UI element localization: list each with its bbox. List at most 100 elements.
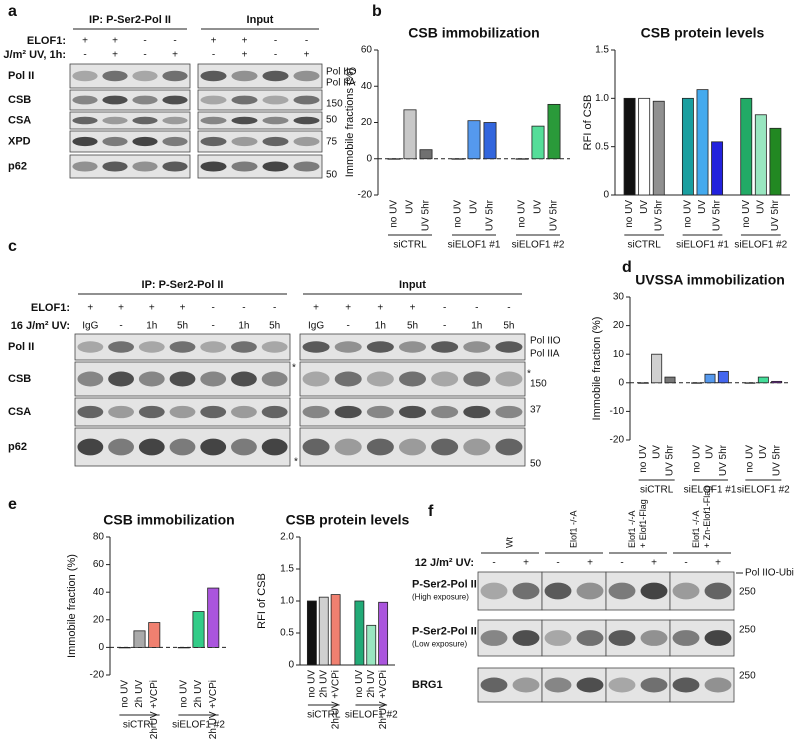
category-label: UV 5hr: [653, 199, 664, 231]
size-marker: 75: [326, 137, 338, 148]
blot-band: [431, 341, 459, 353]
y-tick-label: 0: [618, 377, 624, 388]
blot-band: [399, 438, 426, 456]
size-marker: Pol IIA: [326, 78, 356, 89]
bar: [623, 97, 636, 196]
size-marker: 50: [326, 115, 338, 126]
y-tick-label: -20: [358, 190, 373, 201]
category-label: no UV: [178, 680, 189, 708]
y-tick-label: 40: [93, 587, 105, 598]
blot-header: + Zn-Elof1-Flag: [702, 486, 712, 548]
size-marker: 37: [530, 405, 542, 416]
category-label: UV: [705, 445, 716, 459]
blot-band: [72, 116, 98, 125]
lane-condition: 5h: [407, 321, 418, 332]
blot-band: [231, 405, 257, 419]
bar: [366, 624, 377, 666]
bar: [403, 109, 417, 160]
y-tick-label: 60: [361, 45, 373, 56]
group-label: siCTRL: [640, 485, 674, 496]
blot-band: [704, 582, 732, 600]
blot-band: [293, 161, 320, 172]
bar: [378, 601, 389, 666]
blot-band: [302, 405, 330, 419]
row-label: BRG1: [412, 679, 443, 691]
blot-band: [132, 116, 158, 125]
category-label: UV: [639, 200, 650, 214]
category-label: 2h UV: [318, 670, 329, 698]
blot-strip: [197, 111, 323, 130]
y-tick-label: 0: [603, 190, 609, 201]
lane-condition: +: [180, 303, 186, 314]
panel-label: d: [622, 259, 632, 276]
blot-band: [132, 136, 158, 147]
blot-band: [334, 371, 362, 387]
blot-band: [162, 136, 188, 147]
blot-band: [262, 136, 289, 147]
blot-band: [544, 582, 572, 600]
blot-band: [512, 630, 540, 646]
bar: [515, 158, 529, 160]
group-label: siELOF1 #2: [734, 240, 787, 251]
row-label: CSA: [8, 114, 31, 126]
chart-title: UVSSA immobilization: [635, 272, 785, 288]
blot-strip: [299, 427, 526, 467]
blot-band: [672, 677, 700, 693]
bar: [118, 647, 131, 649]
blot-strip: [74, 397, 291, 427]
size-marker: 150: [530, 379, 547, 390]
bar: [691, 382, 703, 384]
bar: [387, 158, 401, 160]
bar: [177, 647, 190, 649]
blot-header: Wt: [504, 537, 514, 548]
category-label: 2h UV +VCPi: [378, 670, 389, 729]
blot-band: [480, 630, 508, 646]
y-tick-label: 0.5: [280, 628, 294, 639]
blot-band: [108, 405, 134, 419]
row-label: CSB: [8, 94, 31, 106]
bar: [769, 127, 782, 196]
condition-label: ELOF1:: [27, 35, 66, 47]
y-axis-label: Immobile fractions (%): [344, 68, 356, 177]
panel-label: c: [8, 238, 17, 255]
blot-band: [261, 371, 288, 387]
lane-condition: +: [377, 303, 383, 314]
blot-band: [576, 677, 604, 693]
y-axis-label: RFI of CSB: [256, 573, 268, 629]
asterisk: *: [292, 363, 296, 374]
lane-condition: -: [212, 50, 215, 61]
category-label: UV 5hr: [549, 199, 560, 231]
bar: [652, 100, 665, 196]
lane-condition: -: [273, 303, 276, 314]
blot-band: [576, 630, 604, 646]
lane-condition: -: [507, 303, 510, 314]
lane-condition: 1h: [471, 321, 482, 332]
panel-label: b: [372, 3, 382, 20]
lane-condition: -: [620, 558, 623, 569]
lane-condition: +: [345, 303, 351, 314]
y-tick-label: 0: [98, 642, 104, 653]
blot-band: [102, 95, 128, 105]
lane-condition: -: [242, 303, 245, 314]
blot-band: [463, 405, 491, 419]
category-label: UV: [697, 200, 708, 214]
category-label: no UV: [638, 445, 649, 473]
lane-condition: -: [212, 321, 215, 332]
y-axis-label: Immobile fraction (%): [66, 554, 78, 658]
bar: [637, 382, 649, 384]
bar: [664, 376, 676, 384]
category-label: no UV: [683, 200, 694, 228]
bar: [696, 89, 709, 196]
y-tick-label: 20: [613, 320, 625, 331]
bar: [757, 376, 769, 384]
bar: [467, 120, 481, 160]
blot-band: [72, 136, 98, 147]
blot-band: [463, 341, 491, 353]
group-label: siCTRL: [393, 240, 427, 251]
bar: [148, 622, 161, 648]
blot-band: [576, 582, 604, 600]
blot-band: [704, 630, 732, 646]
bar: [451, 158, 465, 160]
category-label: 2h UV: [366, 670, 377, 698]
blot-band: [169, 405, 196, 419]
